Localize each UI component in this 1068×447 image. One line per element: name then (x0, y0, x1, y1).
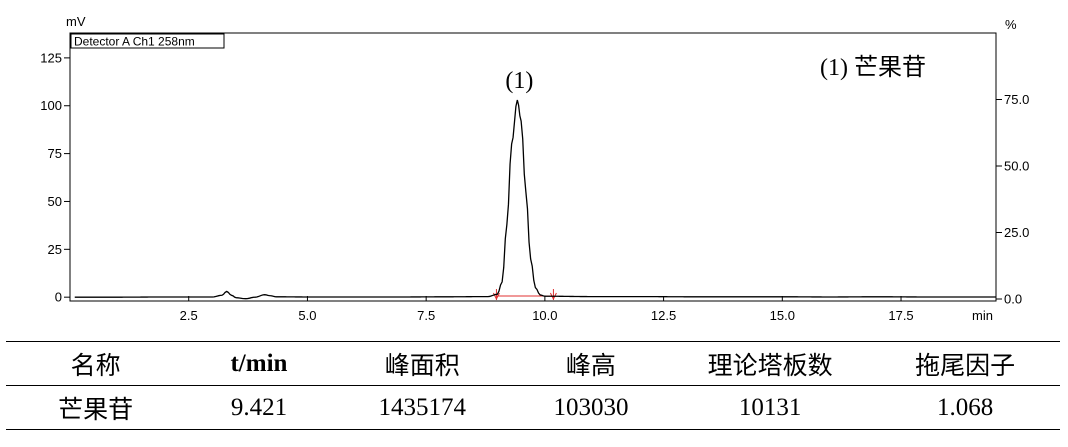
header-retention-time: t/min (230, 349, 288, 377)
x-tick-label: 5.0 (298, 308, 316, 323)
compound-legend: (1) 芒果苷 (820, 54, 926, 81)
x-tick-label: 10.0 (532, 308, 557, 323)
header-peak-area: 峰面积 (384, 352, 460, 380)
detector-label: Detector A Ch1 258nm (74, 35, 195, 49)
y-right-tick-label: 25.0 (1004, 225, 1029, 240)
results-table-body: 芒果苷 9.421 1435174 103030 10131 1.068 (6, 386, 1060, 430)
chromatogram-chart: Detector A Ch1 258nm mV % min 2.5 5.0 7.5 1… (40, 14, 1029, 323)
cell-peak-area: 1435174 (378, 393, 467, 421)
header-tailing-factor: 拖尾因子 (915, 352, 1016, 380)
y-right-tick-label: 50.0 (1004, 159, 1029, 174)
y-left-tick-label: 125 (40, 50, 62, 65)
x-tick-label: 17.5 (888, 308, 913, 323)
y-left-unit-label: mV (66, 14, 86, 29)
peak-label: (1) (505, 68, 533, 94)
y-left-tick-label: 50 (48, 194, 62, 209)
x-tick-label: 2.5 (180, 308, 198, 323)
y-right-tick-label: 0.0 (1004, 292, 1022, 307)
y-left-axis-ticks: 0 25 50 75 100 125 (40, 50, 70, 305)
y-left-tick-label: 100 (40, 98, 62, 113)
plot-frame (69, 32, 997, 302)
results-table-header: 名称 t/min 峰面积 峰高 理论塔板数 拖尾因子 (6, 341, 1060, 386)
header-name: 名称 (70, 352, 121, 380)
chromatogram-trace (74, 99, 996, 300)
header-row: 名称 t/min 峰面积 峰高 理论塔板数 拖尾因子 (6, 342, 1060, 386)
x-tick-label: 7.5 (417, 308, 435, 323)
chromatogram-svg: Detector A Ch1 258nm mV % min 2.5 5.0 7.5 1… (40, 14, 1029, 323)
detector-label-box: Detector A Ch1 258nm (70, 33, 225, 49)
integration-marker-arrow (549, 292, 557, 301)
cell-tailing-factor: 1.068 (936, 393, 994, 421)
header-theoretical-plates: 理论塔板数 (707, 352, 833, 380)
y-left-tick-label: 75 (48, 146, 62, 161)
x-tick-label: 12.5 (651, 308, 676, 323)
y-right-axis-ticks: 0.0 25.0 50.0 75.0 (996, 92, 1029, 307)
x-axis-ticks: 2.5 5.0 7.5 10.0 12.5 15.0 17.5 (180, 296, 914, 323)
x-tick-label: 15.0 (770, 308, 795, 323)
header-peak-height: 峰高 (565, 352, 616, 380)
y-left-tick-label: 25 (48, 242, 62, 257)
results-table: 名称 t/min 峰面积 峰高 理论塔板数 拖尾因子 芒果苷 9.421 143… (6, 341, 1060, 430)
y-right-unit-label: % (1005, 17, 1017, 32)
x-axis-unit-label: min (972, 308, 993, 323)
cell-name: 芒果苷 (58, 396, 134, 424)
cell-theoretical-plates: 10131 (738, 393, 802, 421)
cell-retention-time: 9.421 (230, 393, 288, 421)
integration-markers (492, 289, 557, 301)
cell-peak-height: 103030 (553, 393, 629, 421)
y-right-tick-label: 75.0 (1004, 92, 1029, 107)
table-row: 芒果苷 9.421 1435174 103030 10131 1.068 (6, 386, 1060, 430)
y-left-tick-label: 0 (55, 290, 62, 305)
